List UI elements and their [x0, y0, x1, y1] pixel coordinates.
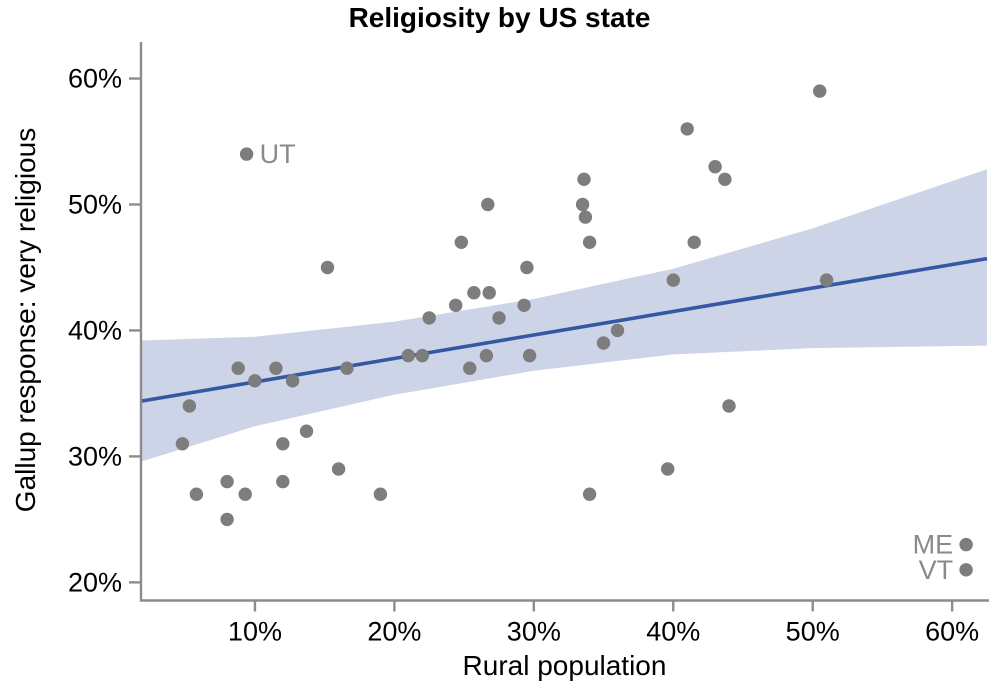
scatter-point [422, 311, 436, 325]
scatter-point [578, 210, 593, 224]
scatter-point [522, 348, 537, 363]
scatter-point [299, 424, 314, 438]
scatter-point [220, 512, 234, 527]
scatter-point [238, 487, 252, 501]
scatter-point [248, 374, 262, 388]
scatter-point [331, 462, 346, 476]
scatter-point [373, 487, 388, 501]
scatter-point [481, 197, 495, 212]
scatter-point [959, 537, 973, 552]
x-tick-label: 50% [786, 617, 840, 647]
x-tick-label: 40% [646, 617, 700, 647]
y-tick-label: 40% [68, 315, 122, 345]
scatter-point [666, 273, 680, 287]
scatter-point [239, 147, 254, 161]
state-label-UT: UT [260, 139, 296, 169]
scatter-point [517, 298, 531, 312]
scatter-point [718, 172, 732, 186]
x-tick-label: 10% [228, 617, 282, 647]
scatter-point [463, 361, 477, 375]
scatter-point [285, 374, 300, 388]
scatter-point [492, 311, 506, 325]
scatter-point [813, 84, 827, 98]
state-label-VT: VT [919, 555, 954, 585]
scatter-point [454, 235, 468, 249]
x-axis-label: Rural population [462, 650, 667, 681]
scatter-point [680, 122, 694, 136]
scatter-point [269, 361, 283, 375]
scatter-point [959, 563, 973, 577]
scatter-point [276, 474, 290, 489]
scatter-point [520, 260, 534, 275]
scatter-point [320, 260, 335, 275]
scatter-point [340, 361, 354, 375]
scatter-point [661, 462, 675, 476]
scatter-point [220, 474, 234, 489]
scatter-point [231, 361, 245, 375]
y-tick-label: 60% [68, 64, 122, 94]
scatter-point [708, 160, 722, 174]
regression-line [141, 256, 988, 403]
y-tick-label: 30% [68, 441, 122, 471]
y-tick-label: 50% [68, 189, 122, 219]
scatter-point [276, 437, 290, 451]
scatter-point [401, 348, 415, 363]
y-tick-label: 20% [68, 567, 122, 597]
scatter-point [182, 399, 197, 413]
state-label-ME: ME [913, 530, 954, 560]
x-tick-label: 20% [367, 617, 421, 647]
scatter-point [482, 286, 496, 300]
chart-title: Religiosity by US state [348, 2, 651, 33]
scatter-point [415, 348, 429, 363]
scatter-point [610, 323, 625, 338]
scatter-point [575, 197, 590, 212]
scatter-point [596, 336, 611, 350]
confidence-band [142, 169, 987, 462]
scatter-point [819, 273, 834, 287]
scatter-point [175, 437, 190, 451]
scatter-point [582, 487, 597, 501]
scatter-point [687, 235, 701, 249]
scatter-point [577, 172, 591, 186]
scatter-point [582, 235, 597, 249]
scatter-point [722, 399, 736, 413]
scatter-point [479, 348, 494, 363]
x-tick-label: 30% [507, 617, 561, 647]
scatter-point [189, 487, 204, 501]
scatter-point [467, 286, 481, 300]
x-tick-label: 60% [925, 617, 979, 647]
scatter-point [449, 298, 463, 312]
